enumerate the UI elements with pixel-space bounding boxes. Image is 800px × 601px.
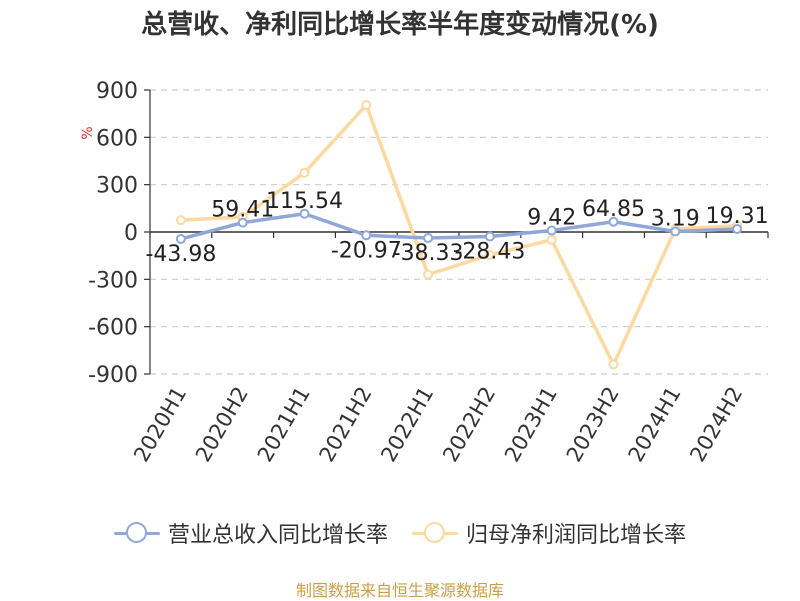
grid-lines xyxy=(150,89,768,375)
data-label: 9.42 xyxy=(527,206,576,231)
y-tick-labels: 900 600 300 0 -300 -600 -900 xyxy=(88,79,138,388)
net-profit-point[interactable] xyxy=(484,249,495,260)
legend-item-net-profit-growth[interactable]: 归母净利润同比增长率 xyxy=(412,517,686,549)
net-profit-point[interactable] xyxy=(175,215,186,226)
legend-label-revenue: 营业总收入同比增长率 xyxy=(167,523,388,548)
x-tick-label: 2023H2 xyxy=(562,383,624,467)
series-line-net-profit xyxy=(179,103,739,367)
series-line-revenue xyxy=(179,212,739,241)
net-profit-point[interactable] xyxy=(299,167,310,178)
data-label: -20.97 xyxy=(331,238,402,263)
data-label: 64.85 xyxy=(582,197,645,222)
y-tick-label: 0 xyxy=(124,221,138,246)
x-tick-label: 2021H2 xyxy=(315,383,377,467)
net-profit-point[interactable] xyxy=(423,269,434,280)
axes xyxy=(144,89,769,375)
x-tick-label: 2022H2 xyxy=(438,383,500,467)
series-lines xyxy=(175,99,743,370)
revenue-point[interactable] xyxy=(608,216,619,227)
data-label: -28.43 xyxy=(454,239,525,264)
revenue-point[interactable] xyxy=(484,231,495,242)
legend-marker-revenue-icon xyxy=(113,522,160,544)
source-note: 制图数据来自恒生聚源数据库 xyxy=(295,581,504,600)
revenue-point[interactable] xyxy=(237,217,248,228)
y-axis-unit-label: % xyxy=(80,126,96,139)
data-label: 115.54 xyxy=(266,189,343,214)
x-tick-label: 2024H1 xyxy=(624,383,686,467)
x-tick-label: 2024H2 xyxy=(685,383,747,467)
revenue-point[interactable] xyxy=(423,233,434,244)
data-label: 59.41 xyxy=(211,198,274,223)
revenue-point[interactable] xyxy=(299,208,310,219)
revenue-point[interactable] xyxy=(175,233,186,244)
y-tick-label: -300 xyxy=(88,268,138,293)
x-tick-label: 2021H1 xyxy=(253,383,315,467)
x-tick-labels: 2020H1 2020H2 2021H1 2021H2 2022H1 2022H2 2023… xyxy=(129,382,747,466)
data-label: 3.19 xyxy=(651,206,700,231)
net-profit-point[interactable] xyxy=(361,99,372,110)
y-tick-label: 900 xyxy=(96,79,138,104)
y-tick-label: 600 xyxy=(96,126,138,151)
y-tick-label: -600 xyxy=(88,316,138,341)
revenue-point[interactable] xyxy=(546,225,557,236)
y-tick-label: -900 xyxy=(88,363,138,388)
x-tick-label: 2020H1 xyxy=(129,383,191,467)
data-label: -38.33 xyxy=(393,241,464,266)
net-profit-point[interactable] xyxy=(546,234,557,245)
x-tick-label: 2023H1 xyxy=(500,383,562,467)
legend-item-revenue-growth[interactable]: 营业总收入同比增长率 xyxy=(113,517,388,549)
legend-marker-net-profit-icon xyxy=(412,522,458,544)
data-label: -43.98 xyxy=(145,242,216,267)
x-tick-label: 2020H2 xyxy=(191,383,253,467)
x-tick-label: 2022H1 xyxy=(376,382,438,466)
revenue-point[interactable] xyxy=(670,226,681,237)
legend-label-net-profit: 归母净利润同比增长率 xyxy=(466,523,687,548)
revenue-point[interactable] xyxy=(361,230,372,241)
revenue-point[interactable] xyxy=(732,223,743,234)
net-profit-point[interactable] xyxy=(608,359,619,370)
legend: 营业总收入同比增长率 归母净利润同比增长率 xyxy=(0,517,800,549)
data-label: 19.31 xyxy=(706,204,769,229)
y-tick-label: 300 xyxy=(96,174,138,199)
chart-title: 总营收、净利同比增长率半年度变动情况(%) xyxy=(141,10,659,40)
